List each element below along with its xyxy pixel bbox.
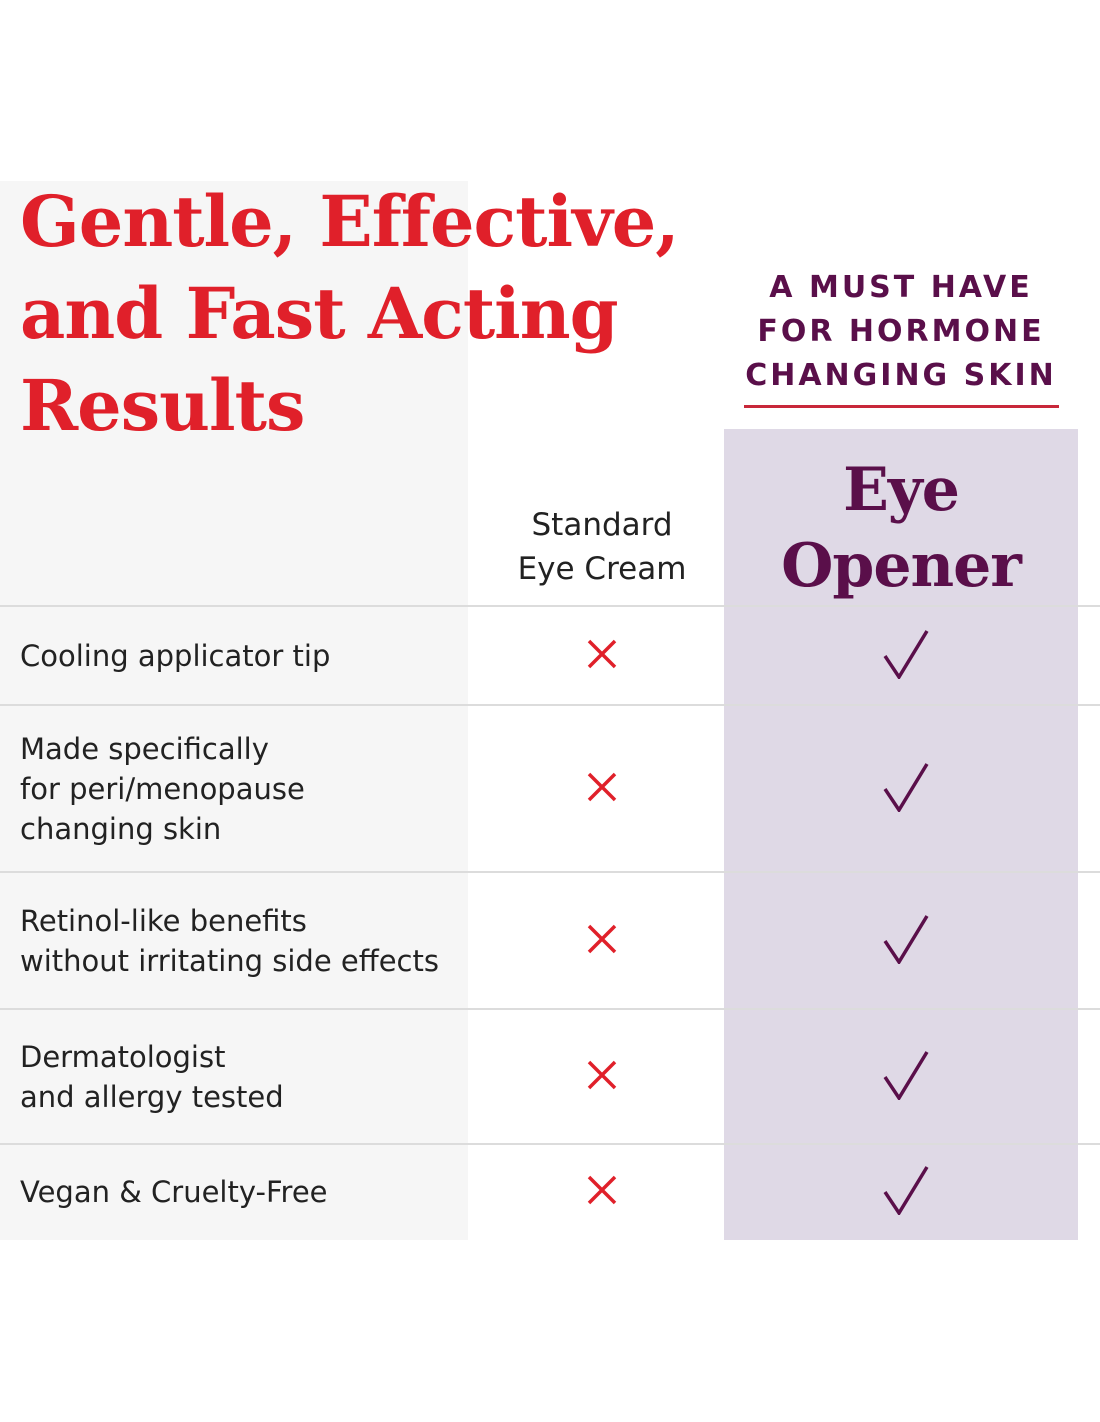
product-column-background	[724, 429, 1078, 1240]
x-icon	[587, 772, 617, 806]
headline-line: Results	[20, 364, 305, 447]
check-icon	[883, 762, 929, 816]
check-icon	[883, 1165, 929, 1219]
feature-label: Dermatologist and allergy tested	[20, 1037, 284, 1117]
row-divider	[0, 605, 1100, 607]
feature-label-line: for peri/menopause	[20, 771, 305, 806]
x-icon	[587, 1175, 617, 1209]
feature-column-background	[0, 181, 468, 1240]
feature-label-line: Vegan & Cruelty-Free	[20, 1175, 328, 1209]
row-divider	[0, 871, 1100, 873]
feature-label-line: and allergy tested	[20, 1079, 284, 1114]
tagline-line: A MUST HAVE	[769, 270, 1033, 305]
table-row: Cooling applicator tip	[0, 606, 1100, 705]
check-icon	[883, 914, 929, 968]
feature-label-line: Retinol-like benefits	[20, 903, 307, 938]
headline: Gentle, Effective, and Fast Acting Resul…	[20, 176, 680, 452]
headline-line: and Fast Acting	[20, 272, 619, 355]
header-line: Opener	[781, 531, 1022, 601]
header-line: Standard	[531, 507, 673, 543]
row-divider	[0, 704, 1100, 706]
row-divider	[0, 1143, 1100, 1145]
x-icon	[587, 639, 617, 673]
row-divider	[0, 1008, 1100, 1010]
table-row: Made specifically for peri/menopause chang…	[0, 705, 1100, 872]
header-line: Eye Cream	[517, 551, 687, 587]
x-icon	[587, 1060, 617, 1094]
feature-label: Made specifically for peri/menopause chang…	[20, 729, 305, 849]
tagline-line: FOR HORMONE	[757, 314, 1045, 349]
feature-label-line: Made specifically	[20, 731, 269, 766]
standard-column-header: Standard Eye Cream	[480, 503, 724, 591]
check-icon	[883, 1050, 929, 1104]
feature-label: Cooling applicator tip	[20, 636, 330, 676]
feature-label-line: without irritating side effects	[20, 943, 439, 978]
header-line: Eye	[843, 455, 960, 525]
table-row: Retinol-like benefits without irritating …	[0, 872, 1100, 1009]
feature-label: Retinol-like benefits without irritating …	[20, 901, 439, 981]
product-column-header: Eye Opener	[724, 452, 1078, 604]
feature-label-line: Cooling applicator tip	[20, 638, 331, 673]
feature-label: Vegan & Cruelty-Free	[20, 1172, 328, 1212]
check-icon	[883, 629, 929, 683]
tagline: A MUST HAVE FOR HORMONE CHANGING SKIN	[724, 266, 1078, 398]
feature-label-line: Dermatologist	[20, 1039, 226, 1074]
tagline-underline	[744, 405, 1059, 408]
x-icon	[587, 924, 617, 958]
table-row: Dermatologist and allergy tested	[0, 1009, 1100, 1144]
feature-label-line: changing skin	[20, 811, 222, 846]
table-row: Vegan & Cruelty-Free	[0, 1144, 1100, 1240]
tagline-line: CHANGING SKIN	[745, 358, 1057, 393]
headline-line: Gentle, Effective,	[20, 180, 680, 263]
